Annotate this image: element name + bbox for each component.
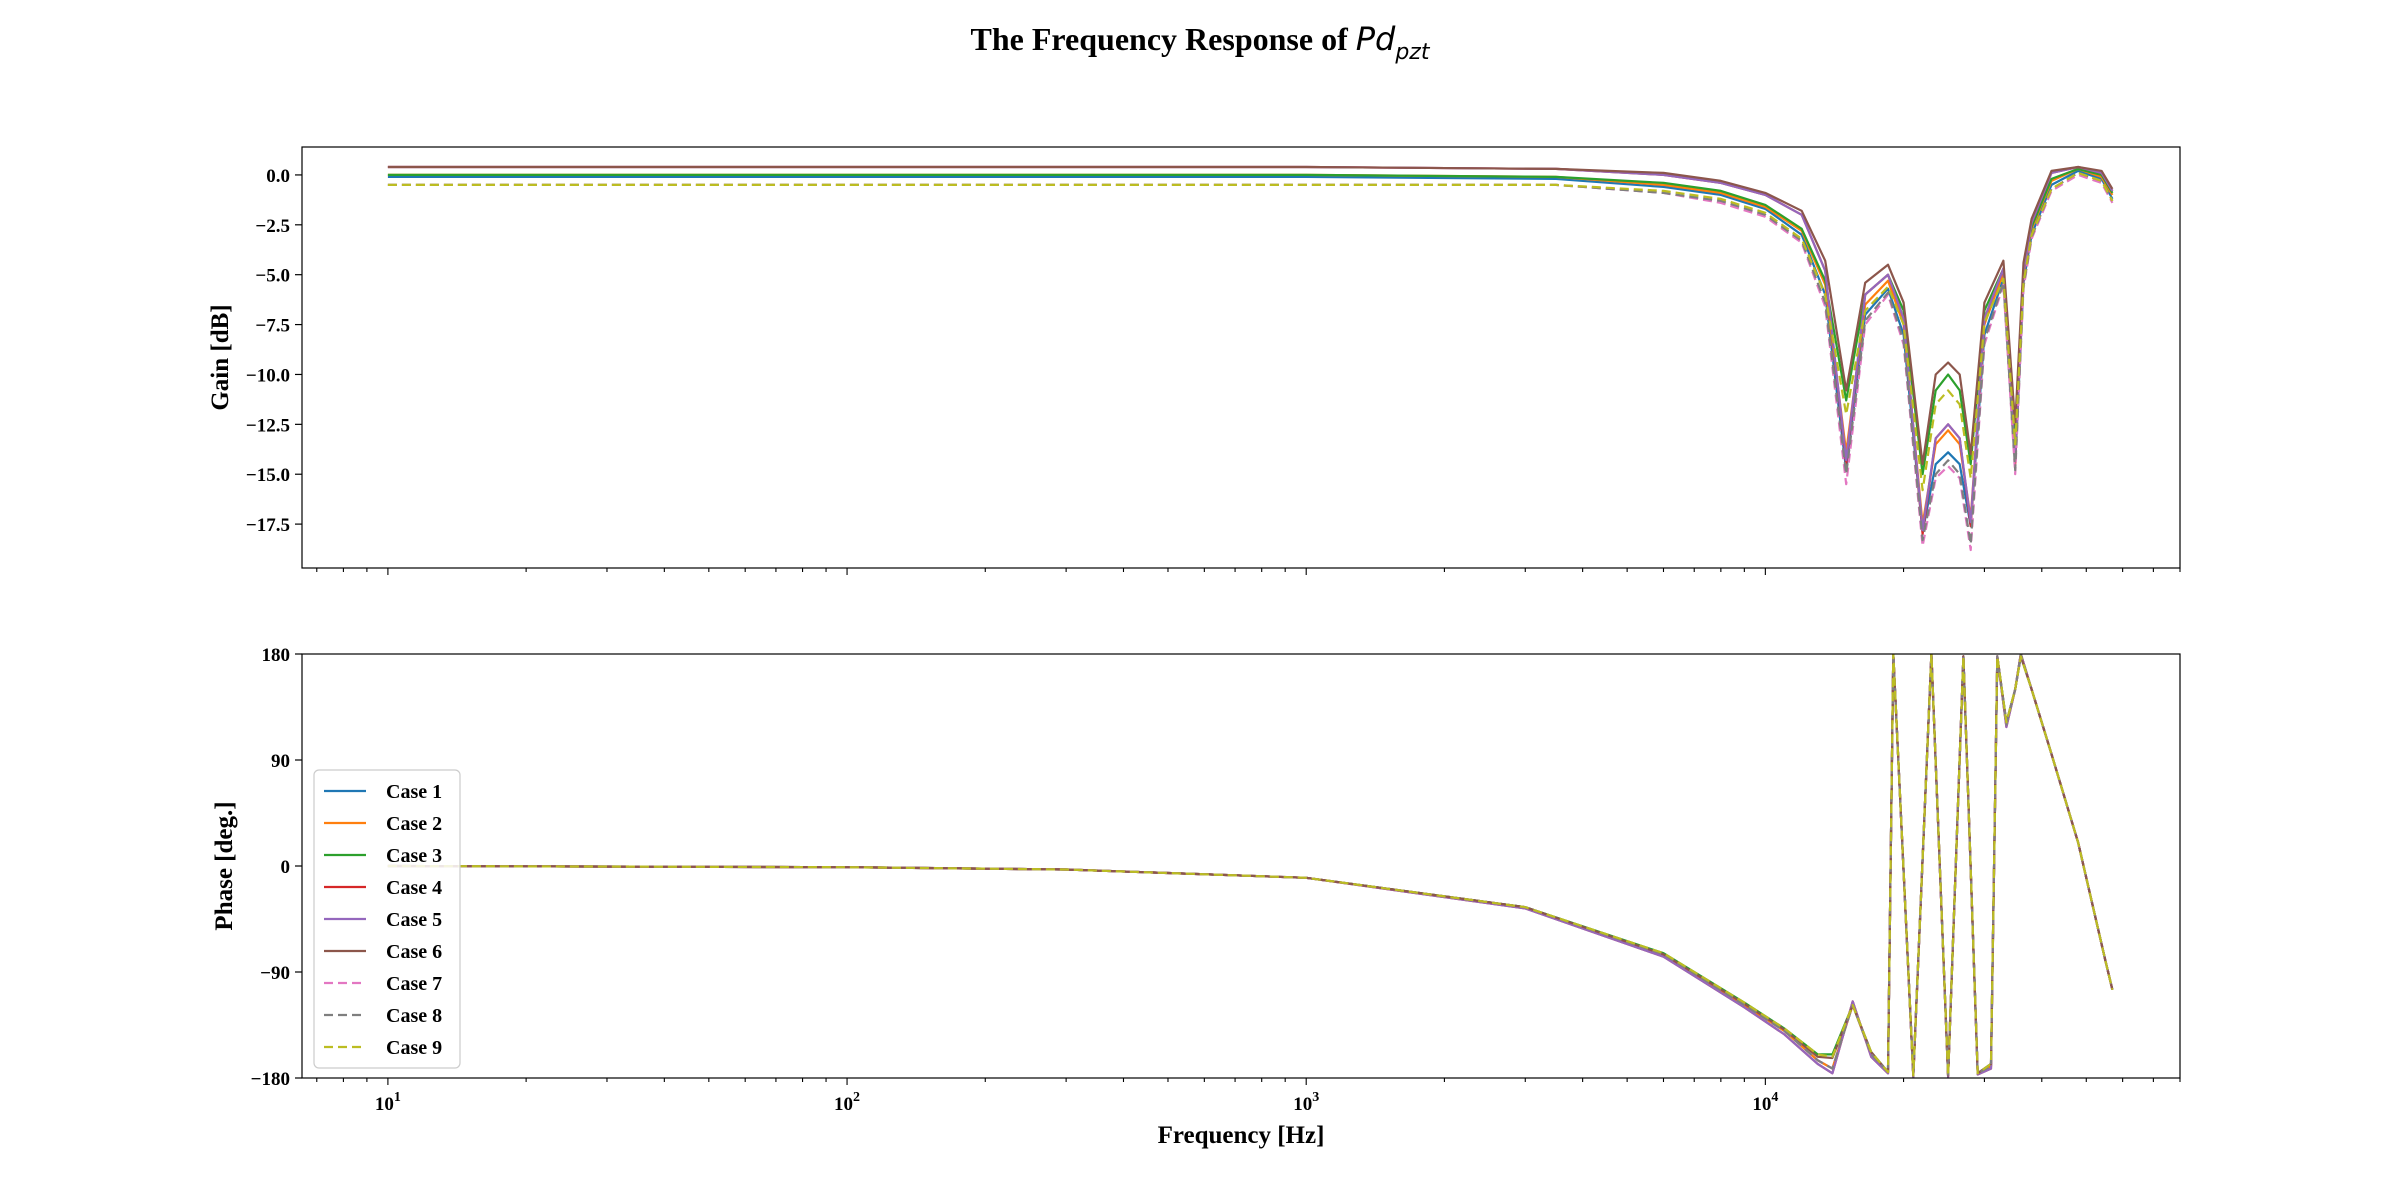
gain-ytick-label: −2.5 [255, 216, 290, 237]
phase-line-case-6 [387, 654, 2114, 1077]
gain-plot: 0.0 −2.5 −5.0 −7.5 −10.0 −12.5 −15.0 −17.5 Gain … [207, 146, 2181, 575]
figure-title: The Frequency Response of Pdpzt [971, 20, 1431, 65]
phase-plot: 180 90 0 −90 −180 Phase [deg.] 101 102 103 104 Fre… [211, 645, 2181, 1149]
phase-line-case-7 [387, 654, 2114, 1077]
legend-label-case-6: Case 6 [386, 941, 442, 963]
phase-line-case-1 [387, 654, 2114, 1077]
gain-line-case-6 [387, 165, 2114, 466]
phase-line-case-4 [387, 654, 2114, 1078]
phase-line-case-9 [387, 654, 2114, 1077]
phase-ytick-label: 180 [262, 645, 291, 666]
gain-ytick-label: −15.0 [246, 465, 290, 486]
legend-label-case-3: Case 3 [386, 845, 442, 867]
gain-y-axis-label: Gain [dB] [207, 304, 234, 410]
gain-series-group [387, 165, 2114, 552]
gain-axes-frame [301, 146, 2181, 569]
phase-line-case-5 [387, 654, 2114, 1078]
phase-ytick-label: −90 [260, 963, 290, 984]
legend-label-case-2: Case 2 [386, 813, 442, 835]
gain-ytick-label: −5.0 [255, 266, 290, 287]
gain-ytick-label: 0.0 [266, 166, 290, 187]
legend-label-case-4: Case 4 [386, 877, 442, 899]
legend-label-case-5: Case 5 [386, 909, 442, 931]
phase-y-axis-label: Phase [deg.] [211, 801, 238, 930]
phase-xtick-label: 104 [1752, 1090, 1778, 1115]
legend-label-case-9: Case 9 [386, 1037, 442, 1059]
gain-line-case-9 [387, 171, 2114, 492]
phase-xtick-label: 101 [375, 1090, 401, 1115]
gain-ytick-label: −10.0 [246, 365, 290, 386]
phase-xtick-label: 103 [1293, 1090, 1319, 1115]
gain-ytick-label: −7.5 [255, 316, 290, 337]
phase-line-case-8 [387, 654, 2114, 1077]
legend-label-case-1: Case 1 [386, 781, 442, 803]
gain-ytick-label: −12.5 [246, 415, 290, 436]
phase-line-case-3 [387, 654, 2114, 1077]
phase-ytick-label: 90 [271, 751, 290, 772]
legend-label-case-7: Case 7 [386, 973, 442, 995]
phase-line-case-2 [387, 654, 2114, 1077]
gain-line-case-8 [387, 171, 2114, 546]
phase-ytick-label: 0 [281, 857, 291, 878]
phase-xtick-label: 102 [834, 1090, 860, 1115]
phase-ytick-label: −180 [251, 1069, 290, 1090]
legend-label-case-8: Case 8 [386, 1005, 442, 1027]
x-axis-label: Frequency [Hz] [1158, 1122, 1325, 1149]
legend: Case 1 Case 2 Case 3 Case 4 Case 5 Case 6 Case… [313, 769, 461, 1069]
phase-series-group [387, 654, 2114, 1078]
gain-ytick-label: −17.5 [246, 515, 290, 536]
legend-box [313, 769, 461, 1069]
